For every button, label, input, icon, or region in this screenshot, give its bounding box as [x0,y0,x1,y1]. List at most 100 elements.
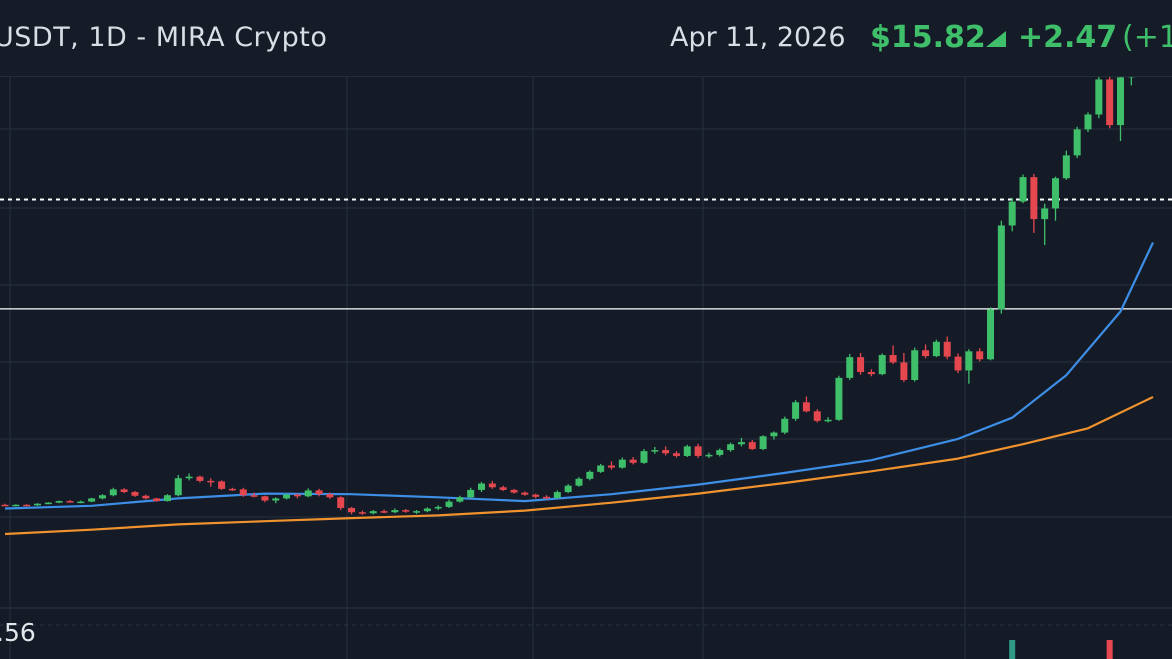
candle-body[interactable] [932,341,940,357]
candle-body[interactable] [672,453,680,456]
candle-body[interactable] [12,504,20,507]
candle-body[interactable] [434,506,442,509]
candle-body[interactable] [705,454,713,457]
candle-body[interactable] [1052,178,1060,209]
candle-body[interactable] [629,459,637,463]
candle-body[interactable] [488,483,496,488]
candle-body[interactable] [792,402,800,419]
candle-body[interactable] [716,450,724,455]
symbol-title[interactable]: USDT, 1D - MIRA Crypto [0,22,328,53]
candle-body[interactable] [163,495,171,502]
candle-body[interactable] [618,459,626,468]
candle-body[interactable] [66,501,74,503]
candle-body[interactable] [1095,79,1103,115]
candle-body[interactable] [380,511,388,513]
candle-body[interactable] [857,357,865,373]
candle-body[interactable] [478,483,486,490]
candle-body[interactable] [283,494,291,499]
candle-body[interactable] [781,418,789,433]
candle-body[interactable] [922,350,930,357]
candle-body[interactable] [835,377,843,420]
candle-body[interactable] [261,496,269,501]
candle-body[interactable] [326,494,334,498]
candle-body[interactable] [911,350,919,380]
price-levels[interactable] [0,198,1172,310]
candle-body[interactable] [694,446,702,456]
candle-body[interactable] [23,504,31,507]
candle-body[interactable] [272,498,280,501]
candle-body[interactable] [337,497,345,508]
candle-body[interactable] [109,489,117,496]
candle-body[interactable] [997,225,1005,310]
candle-body[interactable] [153,498,161,502]
candle-body[interactable] [954,356,962,371]
candle-body[interactable] [445,501,453,507]
candle-body[interactable] [391,510,399,513]
candle-body[interactable] [98,495,106,499]
candle-body[interactable] [651,450,659,452]
candle-body[interactable] [965,351,973,371]
candlestick-series[interactable] [1,77,1146,515]
candle-body[interactable] [293,494,301,497]
candle-body[interactable] [142,495,150,499]
candle-body[interactable] [553,492,561,498]
candle-body[interactable] [1008,201,1016,226]
candle-body[interactable] [824,419,832,422]
candle-body[interactable] [813,411,821,421]
candle-body[interactable] [878,355,886,375]
candle-body[interactable] [1116,77,1124,126]
candle-body[interactable] [867,372,875,375]
candle-body[interactable] [1,504,9,507]
candle-body[interactable] [185,476,193,479]
candle-body[interactable] [456,497,464,502]
candle-body[interactable] [239,489,247,496]
candle-body[interactable] [532,494,540,497]
price-chart[interactable] [0,77,1172,659]
candle-body[interactable] [413,511,421,513]
candle-body[interactable] [467,489,475,498]
candle-body[interactable] [802,402,810,412]
candle-body[interactable] [889,355,897,363]
candle-body[interactable] [748,442,756,450]
candle-body[interactable] [88,498,96,502]
candle-body[interactable] [683,446,691,456]
candle-body[interactable] [586,471,594,479]
candle-body[interactable] [120,489,128,493]
candle-body[interactable] [759,436,767,450]
candle-body[interactable] [1106,79,1114,126]
candle-body[interactable] [770,432,778,437]
candle-body[interactable] [1073,129,1081,156]
candle-body[interactable] [33,503,41,506]
candle-body[interactable] [846,357,854,378]
candle-body[interactable] [131,492,139,496]
candle-body[interactable] [250,495,258,497]
candle-body[interactable] [228,488,236,491]
candle-body[interactable] [315,490,323,495]
candle-body[interactable] [348,507,356,513]
candle-body[interactable] [358,512,366,514]
candle-body[interactable] [1084,114,1092,130]
candle-body[interactable] [943,341,951,357]
candle-body[interactable] [727,444,735,451]
candle-body[interactable] [900,362,908,380]
candle-body[interactable] [737,442,745,445]
candle-body[interactable] [976,351,984,360]
candle-body[interactable] [369,511,377,514]
candle-body[interactable] [640,451,648,463]
candle-body[interactable] [174,478,182,496]
candle-body[interactable] [1019,177,1027,202]
candle-body[interactable] [1062,155,1070,179]
candle-body[interactable] [499,487,507,490]
candle-body[interactable] [597,465,605,472]
candle-body[interactable] [575,478,583,486]
candle-body[interactable] [564,485,572,493]
candle-body[interactable] [607,465,615,468]
candle-body[interactable] [55,501,63,503]
candle-body[interactable] [662,450,670,454]
candle-body[interactable] [423,508,431,512]
candle-body[interactable] [77,501,85,504]
candle-body[interactable] [1041,208,1049,220]
candle-body[interactable] [218,481,226,489]
candle-body[interactable] [304,490,312,497]
candle-body[interactable] [402,510,410,512]
